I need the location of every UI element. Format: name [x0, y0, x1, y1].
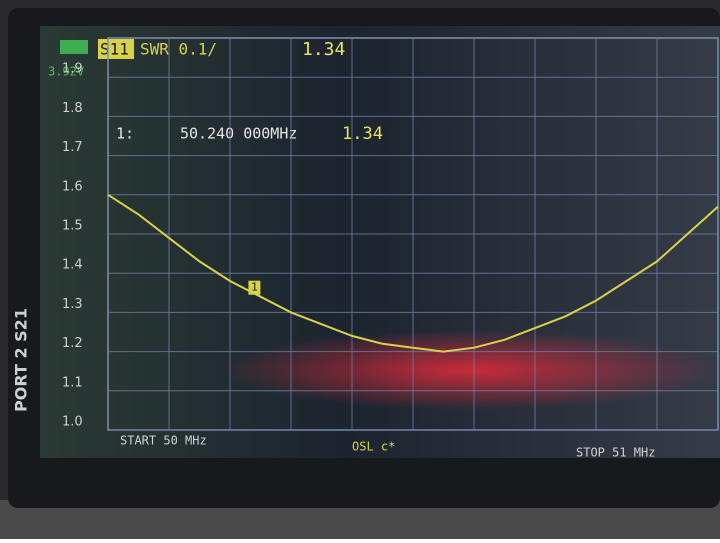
- marker-frequency: 50.240 000MHz: [180, 125, 297, 143]
- format: SWR 0.1/: [140, 40, 217, 59]
- marker: 1: [248, 281, 260, 295]
- status: OSL c*: [352, 440, 395, 454]
- stop-label: STOP 51 MHz: [576, 446, 655, 460]
- marker-index: 1:: [116, 125, 134, 143]
- y-tick-label: 1.5: [62, 219, 83, 234]
- reflection: [220, 330, 720, 410]
- y-tick-label: 1.2: [62, 336, 83, 351]
- start-label: START 50 MHz: [120, 434, 207, 448]
- battery-icon: [60, 40, 88, 54]
- channel: S11: [100, 40, 129, 59]
- screenshot: PORT 2 S21 3.92V S11 SWR 0.1/ 1.34 1: 50…: [0, 0, 720, 539]
- marker-value: 1.34: [342, 124, 383, 144]
- y-tick-label: 1.0: [62, 415, 83, 430]
- current-value: 1.34: [302, 39, 345, 60]
- y-tick-label: 1.4: [62, 258, 83, 273]
- y-tick-label: 1.1: [62, 375, 83, 390]
- port-label: PORT 2 S21: [12, 308, 31, 412]
- y-tick-label: 1.6: [62, 179, 83, 194]
- marker-label: 1: [251, 281, 258, 294]
- y-tick-label: 1.3: [62, 297, 83, 312]
- y-tick-label: 1.9: [62, 62, 83, 77]
- y-tick-label: 1.8: [62, 101, 83, 116]
- y-tick-label: 1.7: [62, 140, 83, 155]
